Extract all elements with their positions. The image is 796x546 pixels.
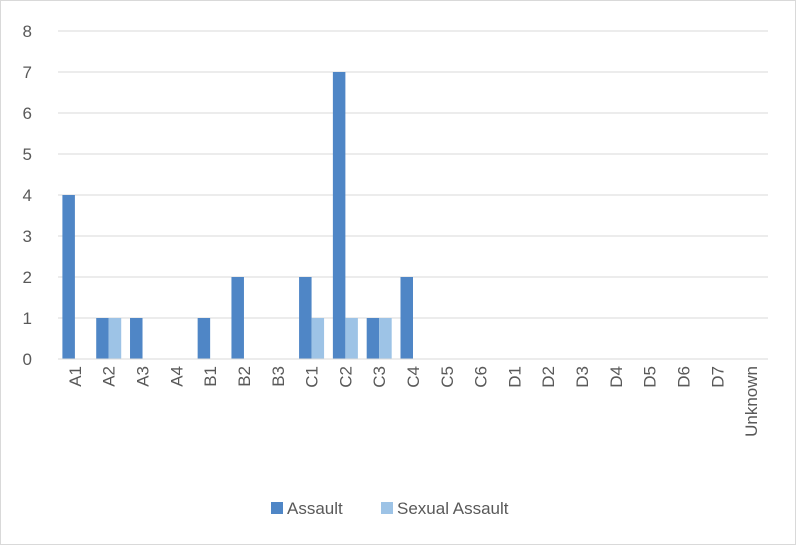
x-tick-label: D3 [573, 366, 592, 388]
bar-assault-c1 [299, 277, 312, 359]
bar-assault-a2 [96, 318, 109, 359]
gridlines [58, 30, 768, 319]
bar-assault-c4 [400, 277, 413, 359]
legend-swatch [381, 502, 393, 514]
bar-sexual-assault-a2 [108, 318, 122, 359]
legend: Assault Sexual Assault [271, 499, 509, 518]
x-tick-label: B2 [235, 366, 254, 387]
y-tick-label: 0 [23, 350, 32, 369]
x-tick-label: A2 [100, 366, 119, 387]
x-tick-label: D2 [539, 366, 558, 388]
x-tick-label: D4 [607, 366, 626, 388]
bar-assault-c3 [366, 318, 380, 359]
y-tick-label: 1 [23, 309, 32, 328]
x-tick-label: C6 [472, 366, 491, 388]
x-tick-label: B3 [269, 366, 288, 387]
bar-sexual-assault-c1 [311, 318, 325, 359]
y-tick-label: 7 [23, 63, 32, 82]
bar-sexual-assault-c3 [379, 318, 392, 359]
bar-assault-c2 [332, 72, 346, 359]
x-tick-label: C5 [438, 366, 457, 388]
bar-assault-a3 [130, 318, 143, 359]
y-tick-label: 8 [23, 22, 32, 41]
legend-swatch [271, 502, 283, 514]
legend-label: Assault [287, 499, 343, 518]
y-tick-label: 2 [23, 268, 32, 287]
x-tick-label: D7 [708, 366, 727, 388]
x-tick-label: C2 [336, 366, 355, 388]
y-tick-label: 3 [23, 227, 32, 246]
bar-assault-b1 [197, 318, 211, 359]
x-axis-ticks: A1 A2 A3 A4 B1 B2 B3 C1 C2 C3 C4 C5 C6 D1 D2 D3 D4 D5 D6 D7… [66, 366, 761, 437]
x-tick-label: A3 [134, 366, 153, 387]
y-tick-label: 4 [23, 186, 32, 205]
x-tick-label: Unknown [742, 366, 761, 437]
bar-sexual-assault-c2 [345, 318, 358, 359]
x-tick-label: D6 [674, 366, 693, 388]
x-tick-label: B1 [201, 366, 220, 387]
x-tick-label: C3 [370, 366, 389, 388]
y-tick-label: 5 [23, 145, 32, 164]
legend-label: Sexual Assault [397, 499, 509, 518]
bar-assault-a1 [62, 195, 75, 359]
bar-assault-b2 [231, 277, 244, 359]
x-tick-label: A1 [66, 366, 85, 387]
bars [62, 72, 413, 359]
y-tick-label: 6 [23, 104, 32, 123]
x-tick-label: C1 [303, 366, 322, 388]
x-tick-label: D5 [641, 366, 660, 388]
y-axis-ticks: 0 1 2 3 4 5 6 7 8 [23, 22, 32, 369]
x-tick-label: D1 [505, 366, 524, 388]
x-tick-label: C4 [404, 366, 423, 388]
x-tick-label: A4 [167, 366, 186, 387]
